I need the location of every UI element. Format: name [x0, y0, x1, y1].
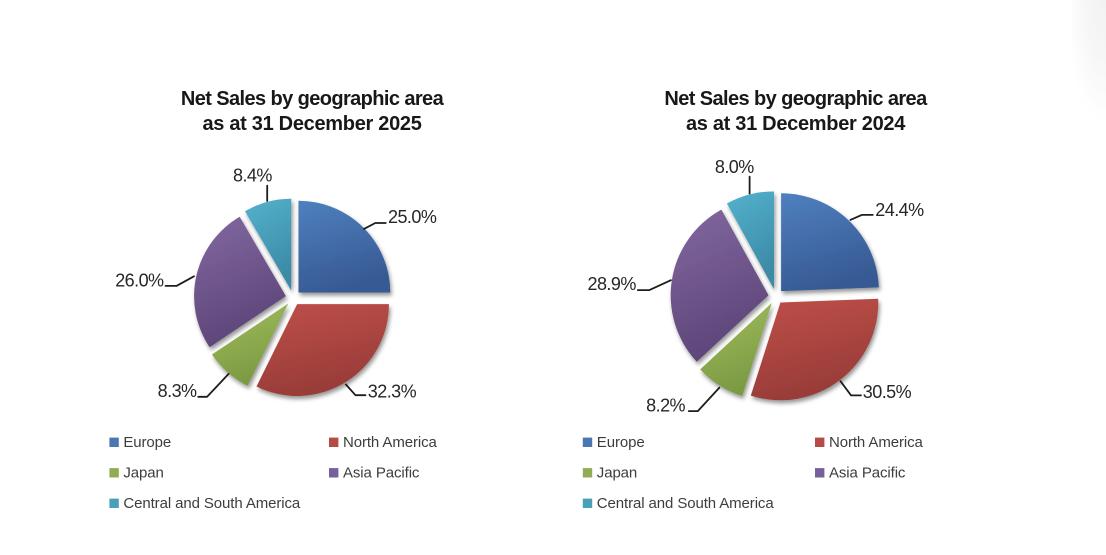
svg-text:24.4%: 24.4%: [875, 200, 924, 220]
svg-text:26.0%: 26.0%: [115, 270, 164, 290]
svg-text:Central and South America: Central and South America: [123, 495, 301, 512]
svg-text:Japan: Japan: [123, 465, 163, 482]
svg-text:North America: North America: [343, 434, 437, 451]
svg-text:8.3%: 8.3%: [158, 381, 197, 401]
svg-text:Europe: Europe: [597, 434, 645, 451]
svg-text:as at 31 December 2025: as at 31 December 2025: [202, 113, 421, 135]
svg-text:8.4%: 8.4%: [233, 165, 272, 185]
svg-text:Asia Pacific: Asia Pacific: [829, 465, 906, 482]
svg-text:Net Sales by geographic area: Net Sales by geographic area: [664, 88, 928, 110]
svg-text:Net Sales by geographic area: Net Sales by geographic area: [181, 88, 445, 110]
svg-text:Japan: Japan: [597, 465, 637, 482]
svg-text:as at 31 December 2024: as at 31 December 2024: [686, 113, 906, 135]
svg-text:Europe: Europe: [123, 434, 171, 451]
svg-text:Central and South America: Central and South America: [597, 495, 775, 512]
svg-text:28.9%: 28.9%: [588, 274, 637, 294]
svg-text:8.0%: 8.0%: [715, 157, 754, 177]
svg-text:North America: North America: [829, 434, 923, 451]
svg-text:30.5%: 30.5%: [863, 382, 912, 402]
svg-text:25.0%: 25.0%: [388, 207, 437, 227]
svg-text:32.3%: 32.3%: [368, 382, 417, 402]
svg-text:8.2%: 8.2%: [646, 396, 685, 416]
svg-text:Asia Pacific: Asia Pacific: [343, 465, 420, 482]
